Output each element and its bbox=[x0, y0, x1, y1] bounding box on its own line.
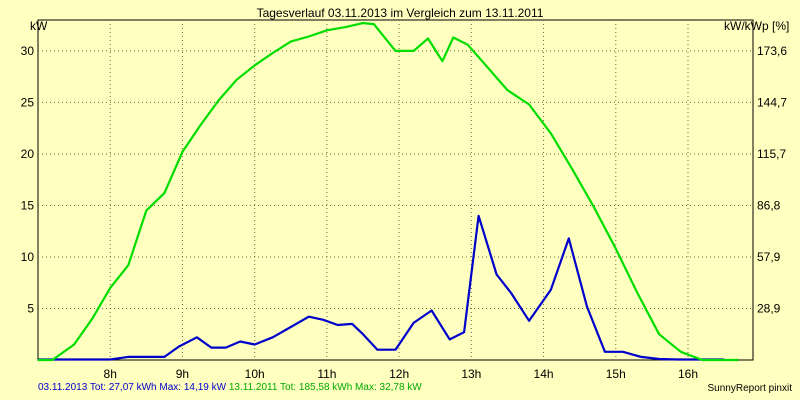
grid bbox=[38, 20, 753, 360]
y-axis-label-left: kW bbox=[30, 19, 48, 33]
x-tick-label: 15h bbox=[606, 367, 626, 381]
series-line-1 bbox=[38, 214, 725, 361]
y-tick-label-right: 173,6 bbox=[757, 44, 787, 58]
y-tick-label-left: 10 bbox=[21, 250, 35, 264]
x-tick-label: 11h bbox=[317, 367, 336, 381]
x-tick-label: 8h bbox=[104, 367, 117, 381]
footer-series2-summary: 13.11.2011 Tot: 185,58 kWh Max: 32,78 kW bbox=[228, 382, 422, 393]
y-tick-label-right: 86,8 bbox=[757, 198, 781, 212]
y-tick-label-left: 15 bbox=[21, 198, 35, 212]
series-line-2 bbox=[38, 22, 739, 362]
y-tick-label-left: 25 bbox=[21, 95, 35, 109]
x-tick-label: 13h bbox=[461, 367, 481, 381]
brand-label: SunnyReport pinxit bbox=[707, 383, 793, 394]
y-tick-label-left: 30 bbox=[21, 44, 35, 58]
plot-area bbox=[37, 19, 754, 361]
x-tick-label: 10h bbox=[245, 367, 265, 381]
y-tick-label-right: 28,9 bbox=[757, 301, 781, 315]
y-tick-label-right: 144,7 bbox=[757, 95, 787, 109]
footer-series1-summary: 03.11.2013 Tot: 27,07 kWh Max: 14,19 kW bbox=[38, 382, 227, 393]
x-tick-label: 12h bbox=[389, 367, 409, 381]
y-axis-label-right: kW/kWp [%] bbox=[724, 19, 789, 33]
ticks: 5 28,9 10 57,9 15 86,8 20 115,7 25 144,7 30 173,6 8h… bbox=[21, 44, 788, 381]
y-tick-label-left: 5 bbox=[27, 301, 34, 315]
chart-title: Tagesverlauf 03.11.2013 im Vergleich zum… bbox=[257, 6, 544, 20]
y-tick-label-right: 115,7 bbox=[757, 147, 786, 161]
x-tick-label: 16h bbox=[678, 367, 698, 381]
y-tick-label-right: 57,9 bbox=[757, 250, 781, 264]
series-lines bbox=[38, 22, 739, 362]
x-tick-label: 9h bbox=[176, 367, 189, 381]
footer-summary: 03.11.2013 Tot: 27,07 kWh Max: 14,19 kW … bbox=[38, 382, 422, 393]
y-tick-label-left: 20 bbox=[21, 147, 35, 161]
x-tick-label: 14h bbox=[534, 367, 554, 381]
